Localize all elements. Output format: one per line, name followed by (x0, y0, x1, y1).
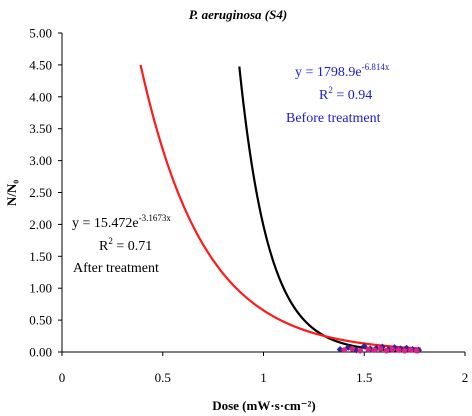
before-data-point (344, 344, 352, 351)
chart-title: P. aeruginosa (S4) (189, 7, 287, 22)
y-tick-label: 0.00 (29, 345, 52, 360)
label-after: After treatment (73, 261, 159, 276)
x-tick-label: 1.5 (356, 370, 372, 385)
x-tick-label: 0.5 (155, 370, 171, 385)
ticks: 0.000.501.001.502.002.503.003.504.004.50… (29, 26, 468, 386)
after-data-point (395, 347, 402, 353)
y-tick-label: 4.50 (29, 57, 52, 72)
y-tick-label: 4.00 (29, 89, 52, 104)
after-data-point (407, 347, 414, 353)
x-axis-label: Dose (mW·s·cm⁻²) (212, 398, 316, 413)
y-axis-label: N/N₀ (4, 180, 19, 206)
y-tick-label: 5.00 (29, 26, 52, 41)
before-data-point (360, 342, 368, 350)
after-data-point (365, 346, 372, 353)
r2-after: R2 = 0.71 (99, 236, 152, 254)
y-tick-label: 1.50 (29, 249, 52, 264)
y-tick-label: 2.00 (29, 217, 52, 232)
label-before: Before treatment (286, 111, 381, 126)
y-tick-label: 3.50 (29, 121, 52, 136)
x-tick-label: 2 (462, 370, 469, 385)
annotation-after: y = 15.472e-3.1673x R2 = 0.71 After trea… (72, 213, 171, 276)
after-data-point (413, 347, 420, 354)
after-data-point (349, 346, 355, 352)
after-data-point (401, 347, 408, 354)
y-tick-label: 3.00 (29, 153, 52, 168)
equation-before: y = 1798.9e-6.814x (295, 62, 390, 80)
series-before-line (238, 66, 421, 353)
y-tick-label: 0.50 (29, 313, 52, 328)
after-data-point (377, 346, 384, 352)
x-tick-label: 0 (59, 370, 66, 385)
after-data-point (389, 346, 396, 353)
series-after-line (139, 64, 421, 350)
r2-before: R2 = 0.94 (319, 85, 372, 103)
y-tick-label: 1.00 (29, 281, 52, 296)
y-tick-label: 2.50 (29, 185, 52, 200)
after-data-point (383, 347, 390, 354)
before-data-point (403, 344, 410, 352)
points (336, 342, 423, 354)
equation-after: y = 15.472e-3.1673x (72, 213, 171, 231)
annotation-before: y = 1798.9e-6.814x R2 = 0.94 Before trea… (286, 62, 390, 126)
axes (61, 33, 465, 353)
after-data-point (357, 347, 364, 354)
after-data-point (341, 347, 347, 353)
curves (139, 64, 421, 353)
before-data-point (336, 346, 344, 353)
before-data-point (352, 346, 360, 354)
after-data-point (371, 347, 378, 353)
x-tick-label: 1 (260, 370, 267, 385)
